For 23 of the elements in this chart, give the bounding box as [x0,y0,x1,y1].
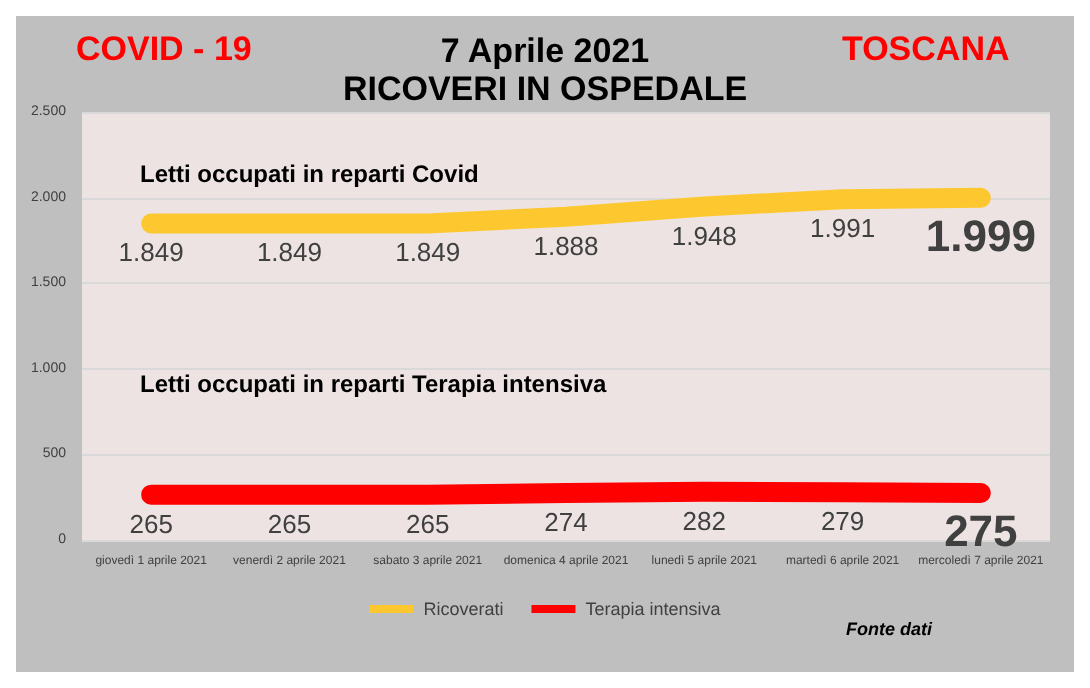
data-label: 265 [267,508,312,539]
data-label: 279 [820,506,865,537]
data-label: 1.849 [118,237,184,268]
legend-label: Ricoverati [423,599,504,619]
annotation: Letti occupati in reparti Covid [140,160,479,188]
data-label: 282 [682,505,726,536]
data-label: 265 [129,508,173,539]
data-label: 1.948 [671,220,737,251]
data-label: 274 [544,507,588,538]
data-label: 1.849 [256,237,322,268]
data-label: 1.999 [925,210,1036,261]
annotation: Letti occupati in reparti Terapia intensiva [140,370,607,398]
data-label: 1.849 [395,237,461,268]
text: COVID - 19 [76,30,252,68]
data-label: 275 [944,505,1018,556]
chart-subtitle: RICOVERI IN OSPEDALE [342,70,748,108]
data-label: 1.991 [810,213,876,244]
data-label: 265 [406,508,450,539]
source-note: Fonte dati [846,619,933,639]
text: TOSCANA [842,30,1010,68]
legend-label: Terapia intensiva [585,599,721,619]
data-label: 1.888 [533,230,599,261]
chart-title: 7 Aprile 2021 [440,32,650,70]
